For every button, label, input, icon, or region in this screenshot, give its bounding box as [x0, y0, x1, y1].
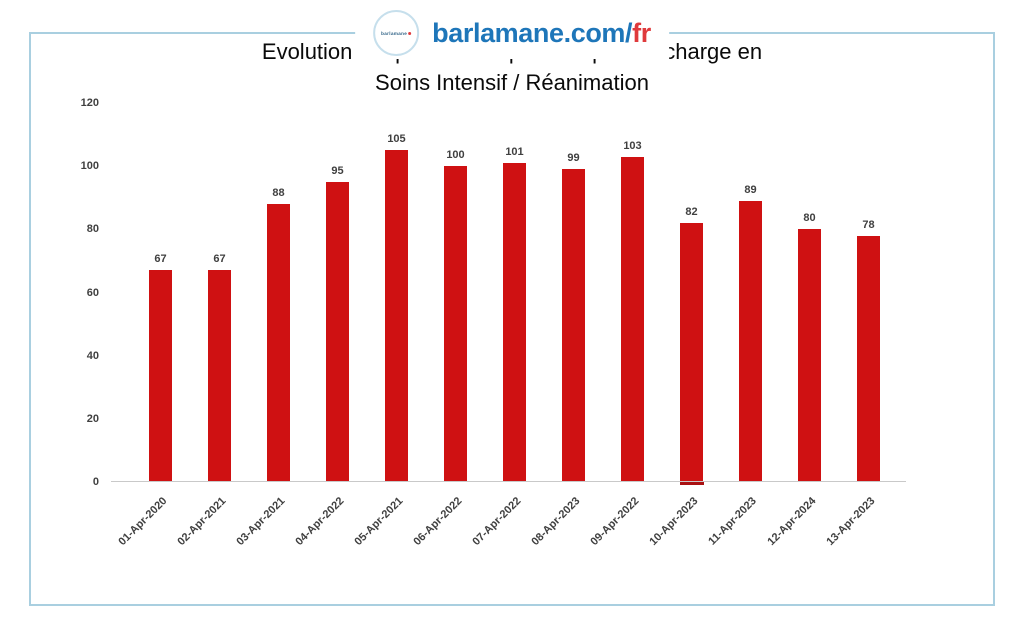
bar-slot: 89 11-Apr-2023 [706, 103, 780, 548]
bar [680, 223, 703, 482]
bar-value-label: 105 [387, 133, 406, 146]
bar-value-label: 67 [213, 253, 226, 266]
bar-value-label: 99 [567, 152, 580, 165]
bar [267, 204, 290, 482]
bar-slot: 82 10-Apr-2023 [647, 103, 721, 548]
bar-value-label: 101 [505, 146, 524, 158]
bar-slot: 103 09-Apr-2022 [588, 103, 662, 548]
bar [857, 235, 880, 482]
bar-value-label: 100 [446, 149, 465, 162]
bar-slot: 88 03-Apr-2021 [234, 103, 308, 548]
bar [562, 169, 585, 482]
brand-logo-dot-icon [408, 31, 412, 35]
y-axis-tick-label: 80 [86, 223, 99, 236]
bar-slot: 78 13-Apr-2023 [824, 103, 898, 548]
chart-title-line-2: Soins Intensif / Réanimation [375, 70, 649, 95]
brand-logo-circle-label: barlamane [381, 30, 408, 36]
brand-site-name-fr: fr [632, 17, 651, 48]
bar-slot: 67 02-Apr-2021 [175, 103, 249, 548]
bar-slot: 67 01-Apr-2020 [116, 103, 190, 548]
bar [621, 156, 644, 482]
y-axis: 0 20 40 60 80 100 120 [57, 97, 105, 488]
y-axis-tick-label: 20 [86, 412, 99, 425]
bar [208, 270, 231, 482]
bar-value-label: 78 [862, 218, 875, 231]
y-axis-tick-label: 0 [92, 476, 99, 488]
bar [326, 182, 349, 482]
brand-logo: barlamane barlamane.com/fr [355, 7, 669, 59]
bar-chart-plot-area: 0 20 40 60 80 100 120 67 01-Apr-2020 67 02-Apr-20… [81, 97, 906, 548]
bar [503, 163, 526, 482]
y-axis-tick-label: 60 [86, 286, 99, 299]
bar [385, 150, 408, 482]
bar-slot: 95 04-Apr-2022 [293, 103, 367, 548]
bar [739, 200, 762, 482]
bar-slot: 105 05-Apr-2021 [352, 103, 426, 548]
bar-value-label: 95 [331, 165, 344, 177]
brand-site-name: barlamane.com/fr [432, 18, 651, 49]
bar [149, 270, 172, 482]
bar-value-label: 67 [154, 253, 167, 266]
bar-value-label: 80 [803, 212, 816, 225]
bar-value-label: 82 [685, 206, 698, 218]
bar-slot: 100 06-Apr-2022 [411, 103, 485, 548]
brand-site-name-blue: barlamane.com/ [432, 17, 633, 48]
y-axis-tick-label: 40 [86, 349, 99, 362]
bars-container: 67 01-Apr-2020 67 02-Apr-2021 88 03-Apr-2021 9… [116, 103, 898, 548]
y-axis-tick-label: 120 [80, 97, 99, 109]
bar [798, 229, 821, 482]
bar [444, 166, 467, 482]
bar-value-label: 89 [744, 183, 757, 196]
bar-value-label: 88 [272, 187, 285, 200]
x-axis-line [111, 481, 906, 482]
brand-logo-icon: barlamane [373, 10, 420, 56]
bar-slot: 80 12-Apr-2024 [765, 103, 839, 548]
bar-slot: 99 08-Apr-2023 [529, 103, 603, 548]
baseline-marker [679, 481, 704, 485]
bar-value-label: 103 [623, 139, 642, 152]
bar-slot: 101 07-Apr-2022 [470, 103, 544, 548]
y-axis-tick-label: 100 [80, 160, 99, 173]
